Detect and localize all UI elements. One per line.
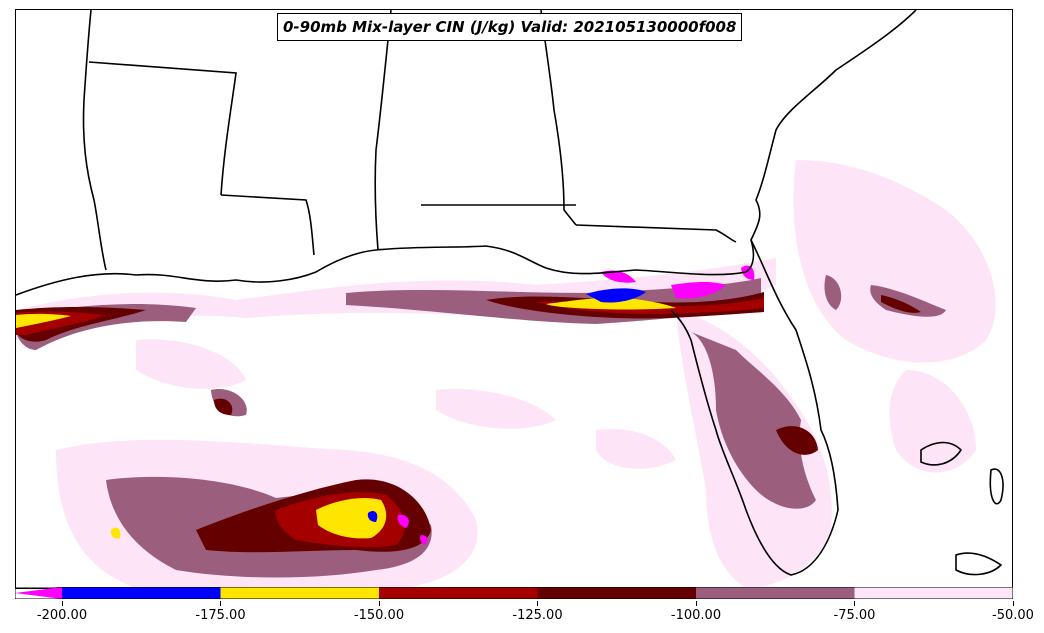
colorbar-tick [695, 601, 697, 606]
colorbar-tick-label: -125.00 [512, 608, 563, 623]
colorbar-bin [220, 587, 379, 599]
colorbar-tick-label: -100.00 [670, 608, 722, 623]
colorbar-tick-label: -200.00 [36, 608, 88, 623]
colorbar [15, 587, 1013, 599]
colorbar-tick-label: -50.00 [992, 608, 1034, 623]
colorbar-bin [696, 587, 855, 599]
colorbar-tick [220, 601, 221, 606]
colorbar-bin [62, 587, 221, 599]
map-title: 0-90mb Mix-layer CIN (J/kg) Valid: 20210… [277, 13, 743, 41]
coastlines-and-borders [16, 10, 1004, 576]
colorbar-tick-label: -175.00 [195, 608, 246, 623]
colorbar-bin [379, 587, 538, 599]
colorbar-tick [378, 601, 380, 606]
colorbar-tick [61, 601, 63, 606]
colorbar-tick [854, 601, 855, 606]
colorbar-tick [1012, 601, 1014, 606]
colorbar-extend-triangle [15, 587, 62, 599]
cin-field-blue [367, 288, 646, 522]
colorbar-bin [537, 587, 696, 599]
colorbar-bin [854, 587, 1013, 599]
map-panel [15, 9, 1013, 589]
cin-field-yellow [16, 297, 676, 539]
cin-map [16, 10, 1004, 588]
colorbar-tick [537, 601, 538, 606]
cin-field-magenta [397, 265, 755, 545]
colorbar-tick-label: -150.00 [353, 608, 405, 623]
colorbar-tick-label: -75.00 [833, 608, 876, 623]
